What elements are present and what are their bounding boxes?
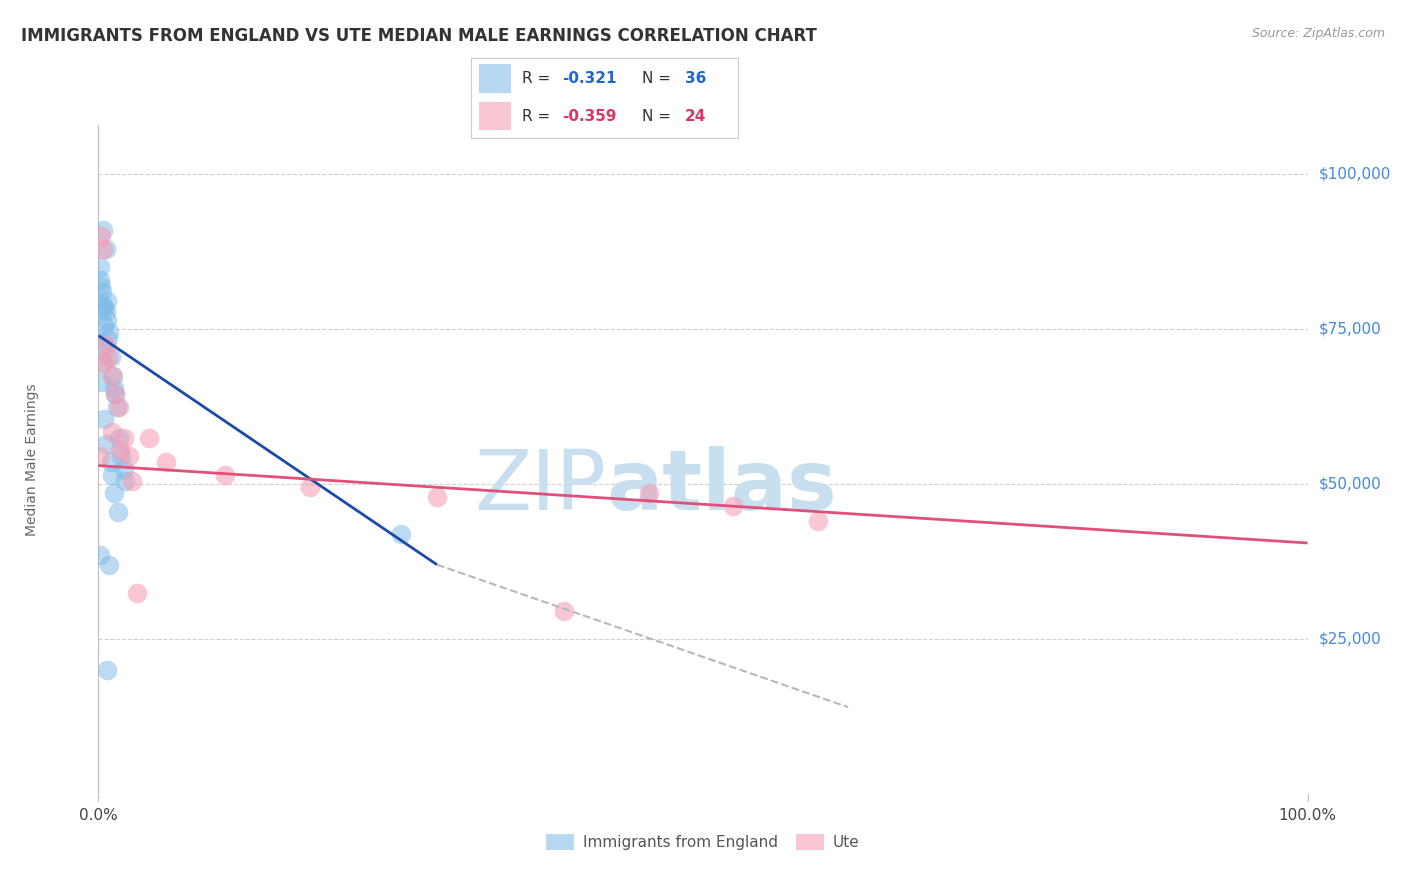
Point [389, 526, 412, 541]
Text: N =: N = [643, 109, 676, 124]
Point [97, 350, 120, 364]
Point [90, 229, 112, 244]
Point [104, 387, 127, 401]
Point [155, 455, 177, 469]
Point [91, 338, 114, 352]
Point [100, 467, 122, 482]
Text: N =: N = [643, 71, 676, 87]
Point [91, 242, 114, 256]
Point [89, 273, 111, 287]
Point [107, 505, 129, 519]
Point [100, 368, 122, 383]
Point [96, 294, 118, 309]
Text: $25,000: $25,000 [1319, 632, 1382, 647]
Point [94, 437, 117, 451]
Point [91, 297, 114, 311]
Point [94, 303, 117, 318]
Point [114, 474, 136, 488]
Point [94, 242, 117, 256]
Text: $50,000: $50,000 [1319, 476, 1382, 491]
Point [89, 549, 111, 563]
Point [96, 663, 118, 677]
Text: -0.321: -0.321 [562, 71, 616, 87]
Point [93, 412, 115, 426]
Point [91, 356, 114, 370]
Point [100, 350, 122, 364]
Point [103, 381, 125, 395]
Point [723, 499, 745, 513]
Point [214, 467, 236, 482]
Text: $75,000: $75,000 [1319, 322, 1382, 337]
Point [100, 425, 122, 439]
Point [108, 431, 131, 445]
Point [112, 461, 135, 475]
Point [103, 486, 125, 500]
Point [298, 480, 321, 494]
Legend: Immigrants from England, Ute: Immigrants from England, Ute [540, 829, 866, 856]
Text: atlas: atlas [606, 446, 837, 526]
Point [105, 400, 128, 414]
Point [90, 279, 112, 293]
Point [91, 285, 114, 300]
Point [138, 431, 160, 445]
Text: 36: 36 [685, 71, 706, 87]
Text: 24: 24 [685, 109, 706, 124]
Point [89, 450, 111, 464]
Point [93, 319, 115, 334]
Point [101, 368, 124, 383]
Point [97, 332, 120, 346]
Point [104, 387, 127, 401]
Point [91, 223, 114, 237]
Text: Median Male Earnings: Median Male Earnings [25, 383, 39, 536]
Point [93, 301, 115, 315]
Text: $100,000: $100,000 [1319, 167, 1391, 182]
Point [637, 486, 659, 500]
Point [98, 558, 121, 572]
Point [108, 443, 131, 458]
Point [98, 326, 121, 340]
Point [94, 338, 117, 352]
Point [93, 356, 115, 370]
Point [110, 450, 132, 464]
Point [90, 375, 112, 389]
Point [89, 260, 111, 275]
Point [108, 400, 131, 414]
Point [127, 585, 149, 599]
Text: Source: ZipAtlas.com: Source: ZipAtlas.com [1251, 27, 1385, 40]
Text: -0.359: -0.359 [562, 109, 616, 124]
Point [96, 313, 118, 327]
Point [807, 514, 830, 528]
Point [112, 431, 135, 445]
Bar [479, 103, 512, 130]
Bar [479, 64, 512, 93]
Text: ZIP: ZIP [474, 446, 606, 526]
Point [118, 450, 141, 464]
Text: IMMIGRANTS FROM ENGLAND VS UTE MEDIAN MALE EARNINGS CORRELATION CHART: IMMIGRANTS FROM ENGLAND VS UTE MEDIAN MA… [21, 27, 817, 45]
Point [426, 490, 449, 504]
Text: R =: R = [522, 71, 555, 87]
Text: R =: R = [522, 109, 555, 124]
Point [121, 474, 143, 488]
Point [100, 455, 122, 469]
Point [553, 604, 575, 618]
